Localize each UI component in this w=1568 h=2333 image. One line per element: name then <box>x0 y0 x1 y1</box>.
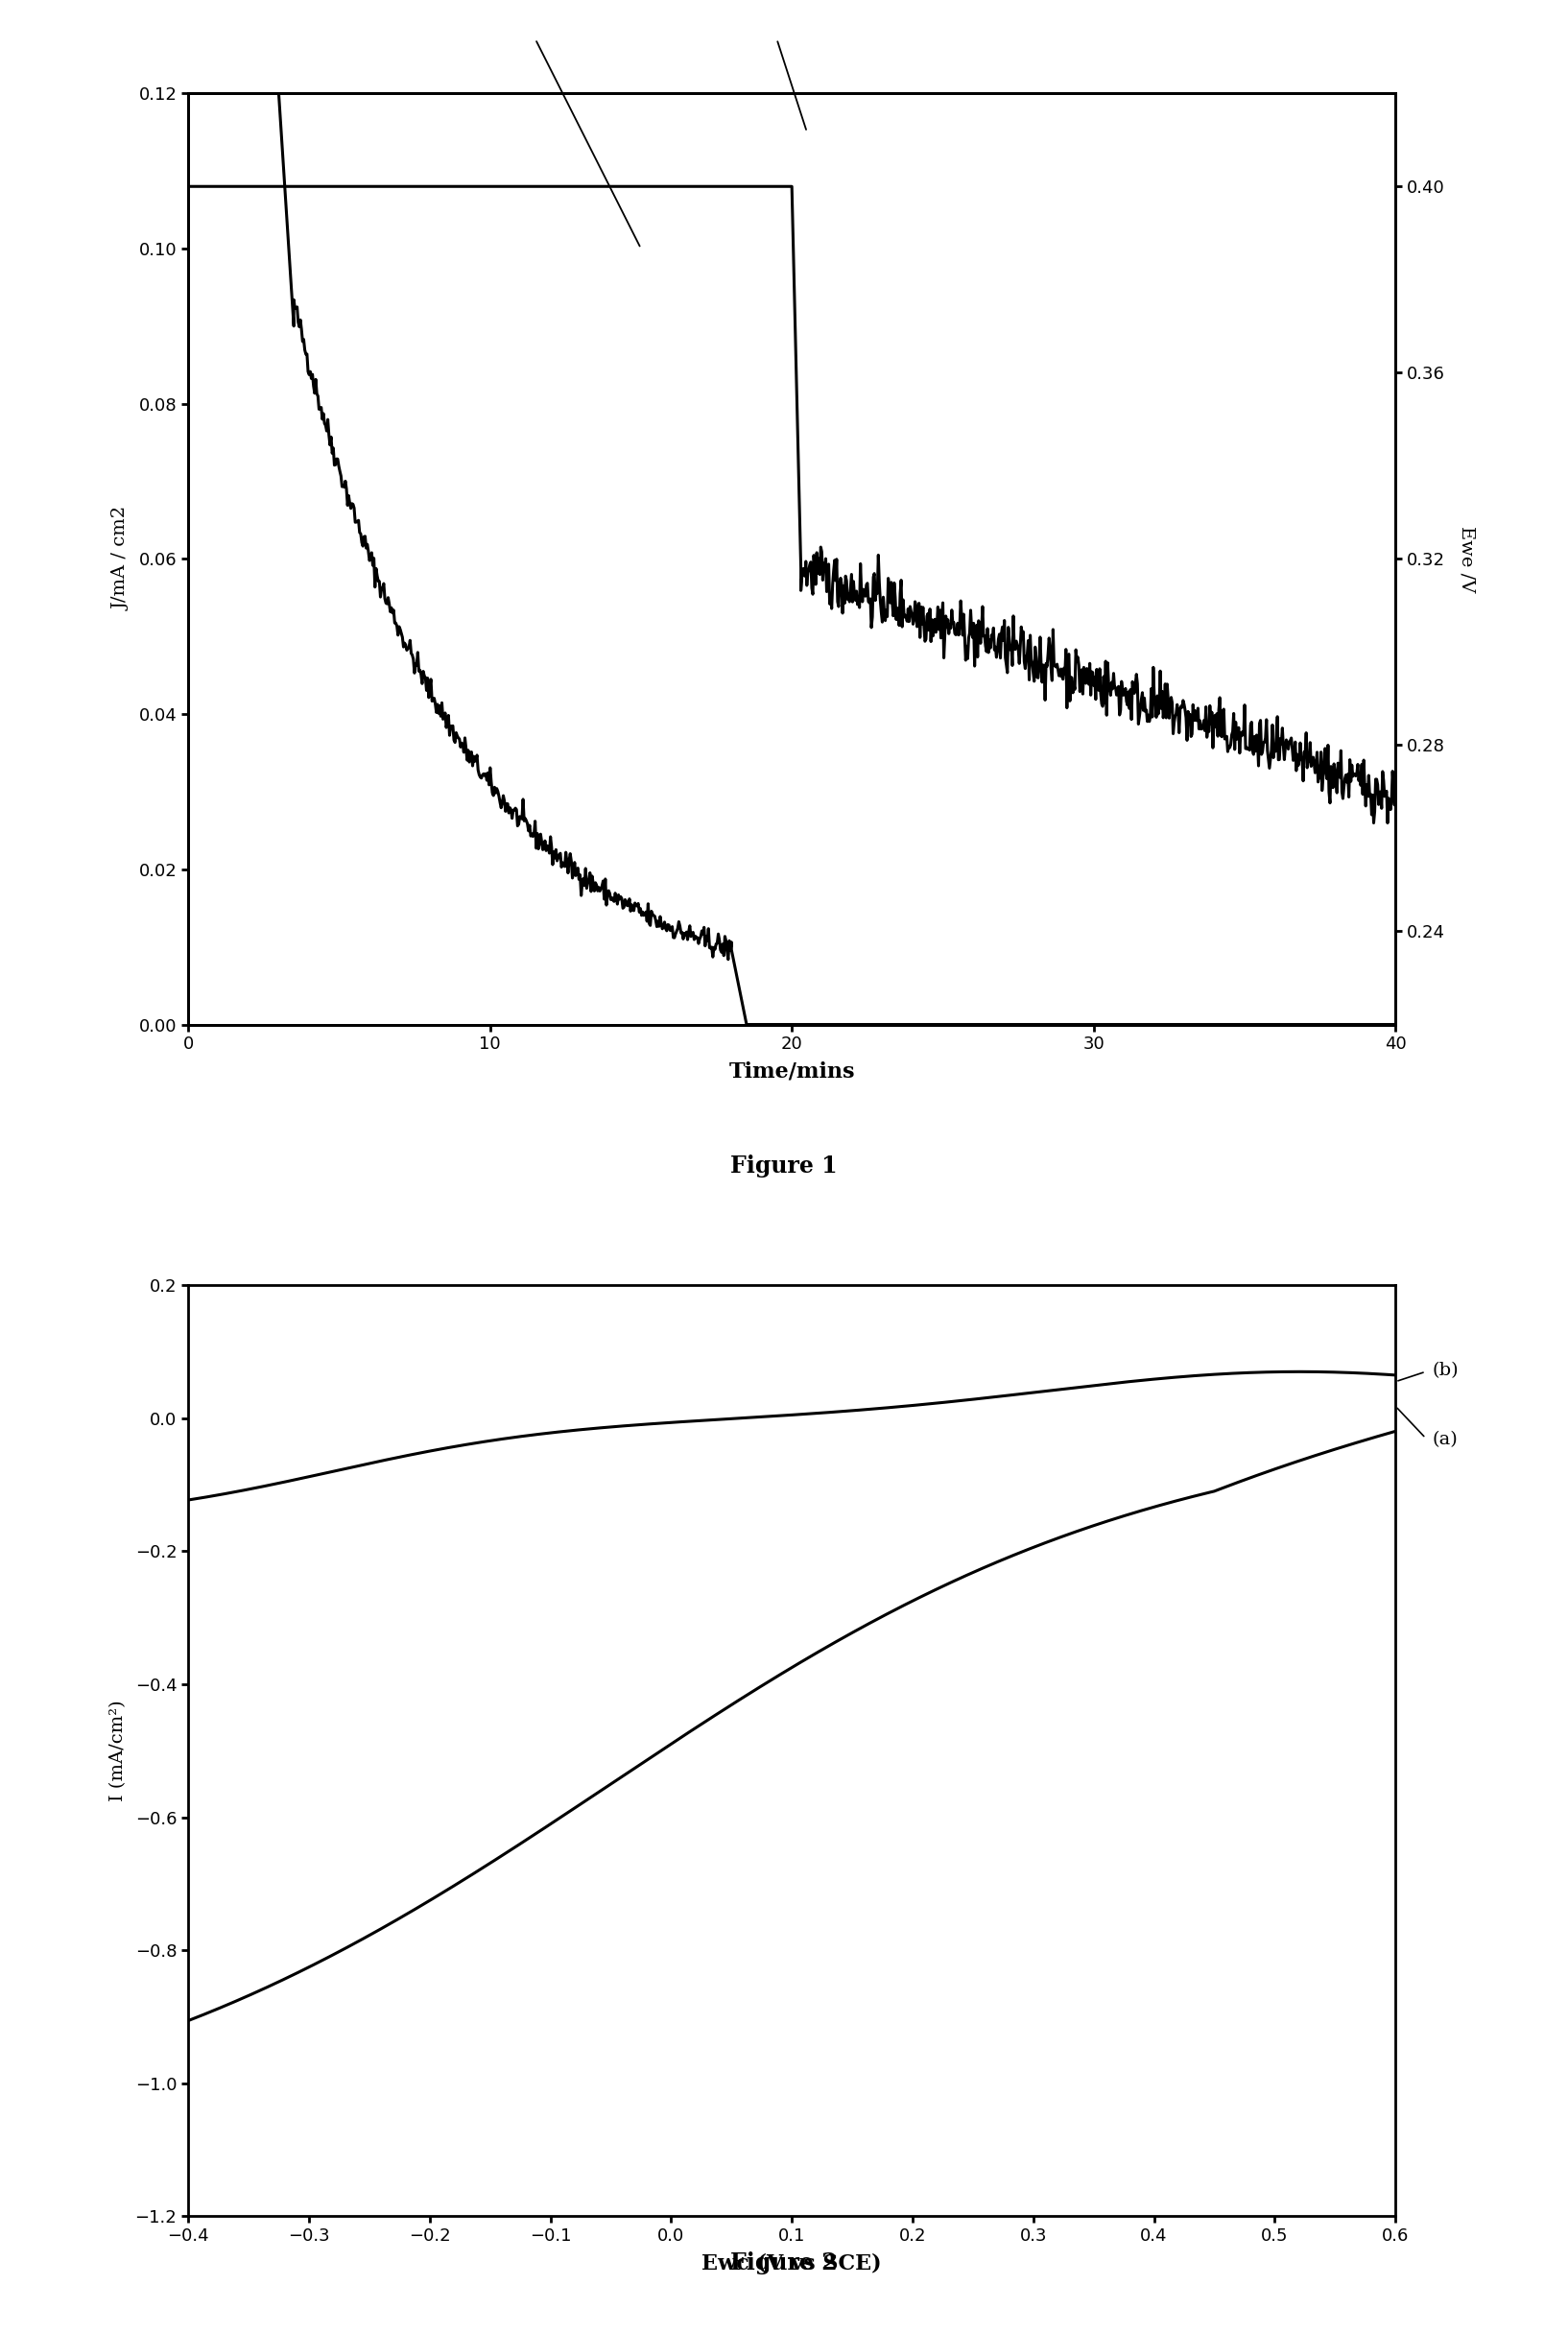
Text: Figure 1: Figure 1 <box>731 1155 837 1178</box>
Y-axis label: J/mA / cm2: J/mA / cm2 <box>113 506 130 611</box>
Text: Figure 2: Figure 2 <box>731 2251 837 2275</box>
Y-axis label: I (mA/cm²): I (mA/cm²) <box>110 1701 127 1801</box>
Y-axis label: Ewe /V: Ewe /V <box>1458 525 1475 593</box>
Text: (a): (a) <box>1432 1432 1457 1449</box>
Text: (b): (b) <box>1432 1362 1458 1379</box>
X-axis label: Time/mins: Time/mins <box>729 1062 855 1083</box>
X-axis label: Ewc (V vs SCE): Ewc (V vs SCE) <box>702 2254 881 2275</box>
